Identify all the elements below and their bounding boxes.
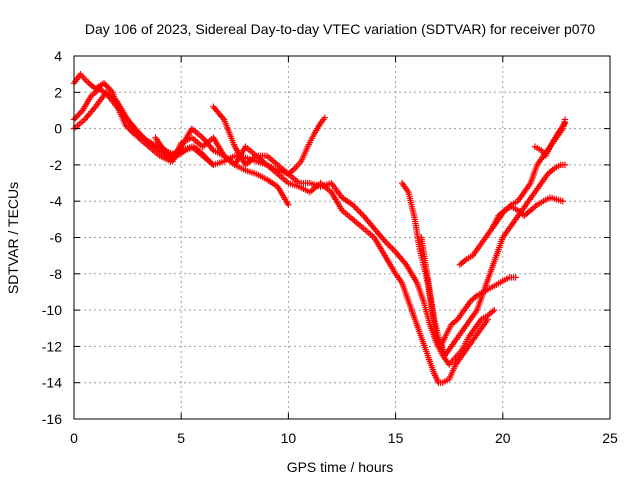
y-tick-label: 2 [54, 84, 62, 100]
x-tick-label: 20 [495, 430, 511, 446]
y-tick-label: -16 [42, 411, 62, 427]
y-tick-label: -2 [50, 157, 63, 173]
data-point [512, 274, 519, 281]
data-point [107, 87, 115, 94]
data-point [102, 81, 109, 88]
data-point [122, 121, 129, 129]
data-point [559, 198, 567, 205]
y-tick-label: -8 [50, 266, 63, 282]
data-point [106, 86, 113, 93]
data-point [491, 306, 498, 314]
y-axis-label: SDTVAR / TECUs [5, 182, 21, 294]
y-tick-label: -6 [50, 230, 63, 246]
y-tick-label: -10 [42, 302, 62, 318]
data-point [561, 119, 569, 127]
data-points [70, 70, 569, 386]
data-point [100, 80, 108, 87]
y-tick-label: 0 [54, 121, 62, 137]
data-point [105, 84, 112, 91]
chart-title: Day 106 of 2023, Sidereal Day-to-day VTE… [85, 21, 595, 37]
x-tick-label: 5 [177, 430, 185, 446]
x-tick-label: 10 [281, 430, 297, 446]
y-tick-label: 4 [54, 48, 62, 64]
y-tick-label: -14 [42, 375, 62, 391]
data-point [75, 111, 82, 119]
data-point [72, 114, 79, 122]
data-point [103, 83, 111, 90]
x-tick-label: 0 [70, 430, 78, 446]
data-point [73, 113, 81, 120]
x-tick-label: 25 [602, 430, 618, 446]
data-point [285, 201, 292, 209]
data-point [76, 110, 83, 117]
data-point [561, 161, 569, 169]
y-tick-label: -12 [42, 338, 62, 354]
y-tick-label: -4 [50, 193, 63, 209]
data-point [77, 108, 85, 116]
x-tick-label: 15 [388, 430, 404, 446]
data-point [321, 114, 329, 121]
x-axis-label: GPS time / hours [287, 459, 394, 475]
